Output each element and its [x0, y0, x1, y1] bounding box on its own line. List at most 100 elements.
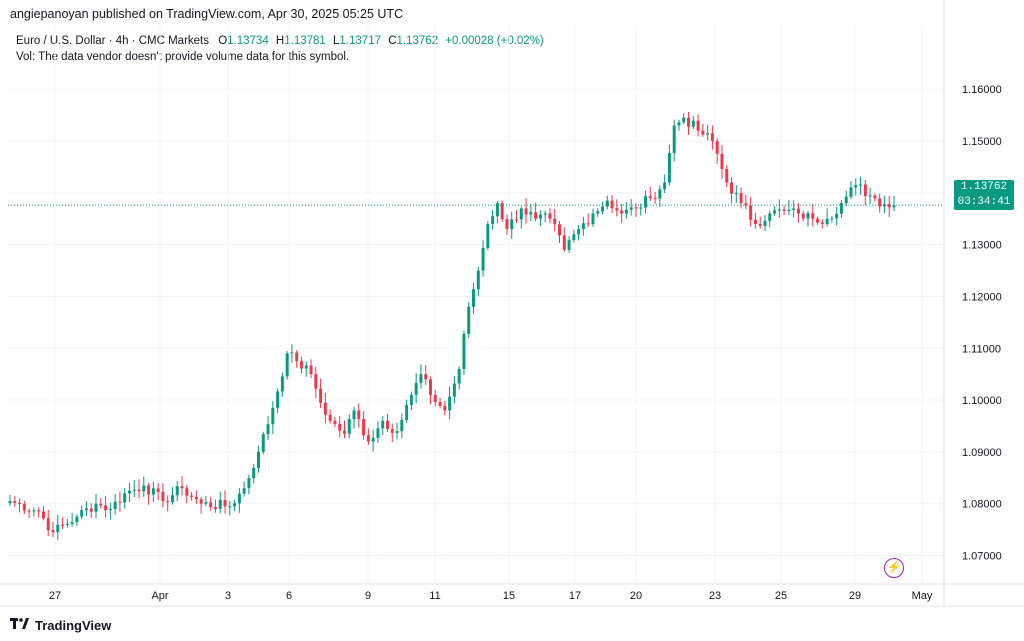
lightning-bolt-icon[interactable]: ⚡: [884, 558, 904, 578]
candle-body: [395, 431, 399, 433]
candle-body: [438, 402, 442, 406]
candle-body: [137, 489, 141, 492]
candle-body: [18, 502, 22, 504]
candle-body: [266, 424, 270, 435]
candle-body: [658, 189, 662, 199]
y-tick-label: 1.08000: [962, 499, 1002, 511]
candle-body: [271, 407, 275, 425]
candle-body: [663, 182, 667, 190]
candle-body: [644, 196, 648, 208]
candle-body: [486, 223, 490, 248]
candle-body: [720, 153, 724, 170]
candle-body: [237, 493, 241, 504]
candle-body: [830, 218, 834, 220]
candle-body: [51, 530, 55, 533]
candle-body: [333, 420, 337, 424]
y-tick-label: 1.16000: [962, 84, 1002, 96]
candle-body: [878, 198, 882, 207]
candle-body: [691, 120, 695, 127]
candle-body: [127, 490, 131, 494]
candle-body: [457, 368, 461, 384]
candle-body: [892, 205, 896, 208]
candle-body: [376, 428, 380, 438]
candle-body: [409, 394, 413, 405]
candle-body: [763, 220, 767, 226]
candle-body: [558, 224, 561, 236]
candle-body: [400, 420, 404, 432]
candle-body: [223, 499, 227, 507]
candle-body: [543, 213, 547, 215]
candle-body: [32, 510, 36, 512]
x-tick-label: 3: [225, 590, 231, 602]
candle-body: [118, 501, 122, 503]
low-label: L: [333, 35, 340, 47]
candle-body: [873, 195, 877, 199]
symbol-title[interactable]: Euro / U.S. Dollar · 4h · CMC Markets: [16, 35, 209, 47]
candle-body: [261, 434, 265, 452]
tradingview-brand: TradingView: [35, 618, 112, 633]
candle-body: [734, 192, 738, 194]
candle-body: [462, 334, 466, 369]
candle-body: [46, 518, 50, 531]
candle-body: [744, 203, 748, 206]
candle-body: [500, 203, 504, 220]
low-value: 1.13717: [339, 35, 381, 47]
candle-body: [806, 213, 810, 219]
candle-body: [175, 486, 179, 496]
candle-body: [323, 402, 327, 415]
tradingview-logo-icon: [10, 618, 30, 633]
candle-body: [94, 503, 98, 512]
candle-body: [166, 501, 170, 503]
candle-body: [620, 210, 624, 214]
candle-body: [648, 196, 652, 199]
candle-body: [586, 223, 590, 225]
high-value: 1.13781: [284, 35, 326, 47]
candle-body: [75, 516, 79, 523]
candle-body: [452, 383, 456, 397]
candle-body: [338, 423, 342, 431]
candle-body: [443, 405, 447, 411]
x-tick-label: 25: [775, 590, 787, 602]
x-tick-label: 6: [286, 590, 292, 602]
candle-body: [285, 353, 289, 377]
high-label: H: [275, 35, 285, 47]
candle-body: [366, 435, 370, 442]
y-tick-label: 1.07000: [962, 551, 1002, 563]
candle-body: [343, 430, 346, 434]
candle-body: [820, 222, 824, 225]
candle-body: [65, 523, 69, 525]
candle-body: [825, 218, 829, 225]
candle-body: [299, 361, 303, 369]
published-line: angiepanoyan published on TradingView.co…: [10, 7, 404, 21]
candle-body: [677, 122, 681, 126]
candle-body: [667, 152, 671, 183]
candle-body: [601, 206, 605, 212]
candle-body: [476, 270, 480, 290]
x-tick-label: 23: [709, 590, 721, 602]
candle-body: [849, 187, 853, 197]
candle-body: [725, 169, 729, 183]
candle-body: [242, 488, 246, 494]
candle-body: [562, 235, 566, 250]
x-tick-label: May: [912, 590, 933, 602]
candle-body: [123, 493, 127, 503]
candle-body: [304, 365, 308, 369]
candle-body: [572, 234, 576, 241]
candle-body: [715, 141, 719, 154]
candle-body: [753, 219, 757, 224]
candle-body: [615, 208, 619, 211]
candle-body: [352, 410, 356, 420]
tradingview-footer: TradingView: [10, 618, 111, 633]
candle-body: [170, 495, 174, 503]
candle-body: [491, 216, 495, 224]
candle-body: [577, 229, 581, 235]
candle-body: [156, 488, 160, 492]
candle-body: [142, 485, 146, 492]
candle-body: [204, 502, 208, 504]
candle-body: [233, 503, 237, 507]
volume-note: Vol: The data vendor doesn't provide vol…: [16, 51, 350, 63]
candle-body: [247, 477, 251, 489]
candle-body: [472, 289, 475, 307]
candle-body: [132, 489, 136, 491]
